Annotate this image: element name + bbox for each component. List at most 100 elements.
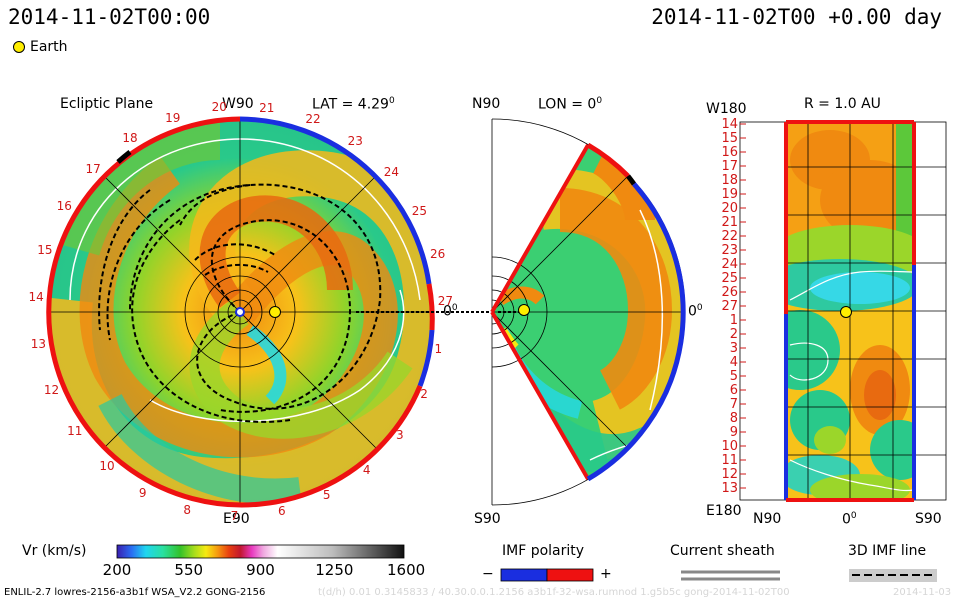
footer-model-info: ENLIL-2.7 lowres-2156-a3b1f WSA_V2.2 GON… xyxy=(4,587,266,598)
imf-polarity-label: IMF polarity xyxy=(502,543,585,559)
r-panel-y-label: 20 xyxy=(721,201,738,216)
r-panel-title: R = 1.0 AU xyxy=(804,96,881,112)
rim-day-label: 5 xyxy=(322,488,331,503)
r-panel-bottom-s90: S90 xyxy=(915,511,942,527)
rim-day-label: 3 xyxy=(395,428,404,443)
r-panel-bottom-left-label: E180 xyxy=(706,503,742,519)
rim-day-label: 12 xyxy=(43,383,60,397)
imf-polarity-bar xyxy=(500,568,594,582)
r-panel-y-label: 1 xyxy=(729,313,738,328)
velocity-colorbar xyxy=(116,544,405,559)
ecliptic-spiral-structure xyxy=(47,119,433,505)
r-panel-bottom-n90: N90 xyxy=(753,511,782,527)
colorbar-tick-label: 1600 xyxy=(387,561,426,579)
imf-line-legend-swatch xyxy=(849,569,937,582)
rim-day-label: 22 xyxy=(305,112,321,127)
r-panel-y-label: 24 xyxy=(721,257,738,272)
current-sheath-label: Current sheath xyxy=(670,543,775,559)
colorbar-label: Vr (km/s) xyxy=(22,543,87,559)
r-panel-y-label: 16 xyxy=(721,145,738,160)
r-panel-y-label: 15 xyxy=(721,131,738,146)
rim-day-label: 6 xyxy=(277,504,286,518)
datetime-right: 2014-11-02T00 +0.00 day xyxy=(651,5,942,29)
rim-day-label: 23 xyxy=(347,134,363,149)
rim-day-label: 26 xyxy=(430,247,446,262)
rim-day-label: 4 xyxy=(362,462,371,477)
rim-day-label: 16 xyxy=(56,199,72,214)
colorbar-tick-label: 550 xyxy=(174,561,204,579)
rim-day-label: 20 xyxy=(211,100,227,115)
rim-day-label: 11 xyxy=(67,424,83,439)
rim-day-label: 25 xyxy=(411,203,427,218)
r-panel-y-label: 6 xyxy=(729,383,738,398)
sun-marker xyxy=(235,307,245,317)
r-panel-y-label: 22 xyxy=(721,229,738,244)
meridional-lon-label: LON = 00 xyxy=(538,96,603,113)
ecliptic-polarity-rim xyxy=(46,116,435,508)
r-panel-bottom-zero: 00 xyxy=(842,511,857,528)
r-panel-y-label: 3 xyxy=(729,341,738,356)
rim-day-label: 8 xyxy=(183,502,192,517)
r-1au-map xyxy=(739,120,947,502)
r-panel-y-label: 17 xyxy=(721,159,738,174)
datetime-left: 2014-11-02T00:00 xyxy=(8,5,211,29)
footer-run-info: t(d/h) 0.01 0.3145833 / 40.30.0.0.1.2156… xyxy=(318,587,790,598)
colorbar-tick-label: 200 xyxy=(102,561,132,579)
rim-day-label: 1 xyxy=(434,341,443,356)
earth-legend-marker xyxy=(13,41,25,53)
rim-day-label: 7 xyxy=(230,508,239,523)
ecliptic-title: Ecliptic Plane xyxy=(60,96,154,112)
footer-date-stamp: 2014-11-03 xyxy=(893,587,952,598)
ecliptic-top-label: W90 xyxy=(222,96,254,112)
rim-day-label: 21 xyxy=(259,100,275,115)
rim-day-label: 9 xyxy=(138,486,147,501)
rim-day-label: 27 xyxy=(437,294,454,309)
r-panel-y-label: 19 xyxy=(721,187,738,202)
r-panel-y-label: 25 xyxy=(721,271,738,286)
meridional-plane-plot xyxy=(490,118,686,506)
r-panel-y-label: 26 xyxy=(721,285,738,300)
meridional-top-label: N90 xyxy=(472,96,501,112)
r-panel-y-label: 2 xyxy=(729,327,738,342)
rim-day-label: 19 xyxy=(165,110,181,125)
imf-line-label: 3D IMF line xyxy=(848,543,927,559)
r-panel-y-label: 8 xyxy=(729,411,738,426)
r-panel-y-label: 13 xyxy=(721,481,738,496)
r-panel-y-label: 10 xyxy=(721,439,738,454)
earth-legend-label: Earth xyxy=(30,39,68,55)
ecliptic-bottom-label: E90 xyxy=(223,511,250,527)
r-panel-y-label: 4 xyxy=(729,355,738,370)
ecliptic-lat-label: LAT = 4.290 xyxy=(312,96,395,113)
rim-day-label: 24 xyxy=(383,165,400,180)
earth-marker-ecliptic xyxy=(269,306,281,318)
r-panel-y-label: 5 xyxy=(729,369,738,384)
r-panel-y-label: 18 xyxy=(721,173,738,188)
meridional-right-label: 00 xyxy=(688,303,703,320)
ecliptic-right-label: 00 xyxy=(443,303,458,320)
earth-marker-meridional xyxy=(518,304,530,316)
r-panel-y-label: 12 xyxy=(721,467,738,482)
rim-day-label: 15 xyxy=(37,242,53,257)
imf-polarity-minus: − xyxy=(482,566,494,582)
rim-day-label: 10 xyxy=(99,459,115,474)
imf-polarity-plus: + xyxy=(600,566,612,582)
ecliptic-plane-plot xyxy=(46,116,490,508)
rim-day-label: 13 xyxy=(30,337,46,352)
colorbar-tick-label: 900 xyxy=(246,561,275,579)
r-panel-top-left-label: W180 xyxy=(706,101,747,117)
r-panel-y-label: 14 xyxy=(721,117,738,132)
r-panel-y-label: 27 xyxy=(721,299,738,314)
current-sheath-legend-swatch xyxy=(681,570,780,581)
earth-marker-r1au xyxy=(840,306,852,318)
rim-day-label: 2 xyxy=(420,387,428,402)
meridional-bottom-label: S90 xyxy=(474,511,501,527)
rim-day-label: 14 xyxy=(28,289,44,304)
colorbar-tick-label: 1250 xyxy=(315,561,354,579)
r-panel-y-label: 23 xyxy=(721,243,738,258)
r-panel-y-label: 11 xyxy=(721,453,738,468)
rim-day-label: 17 xyxy=(85,161,101,176)
r-panel-y-label: 21 xyxy=(721,215,738,230)
rim-day-label: 18 xyxy=(122,131,138,146)
r-panel-y-label: 9 xyxy=(729,425,738,440)
